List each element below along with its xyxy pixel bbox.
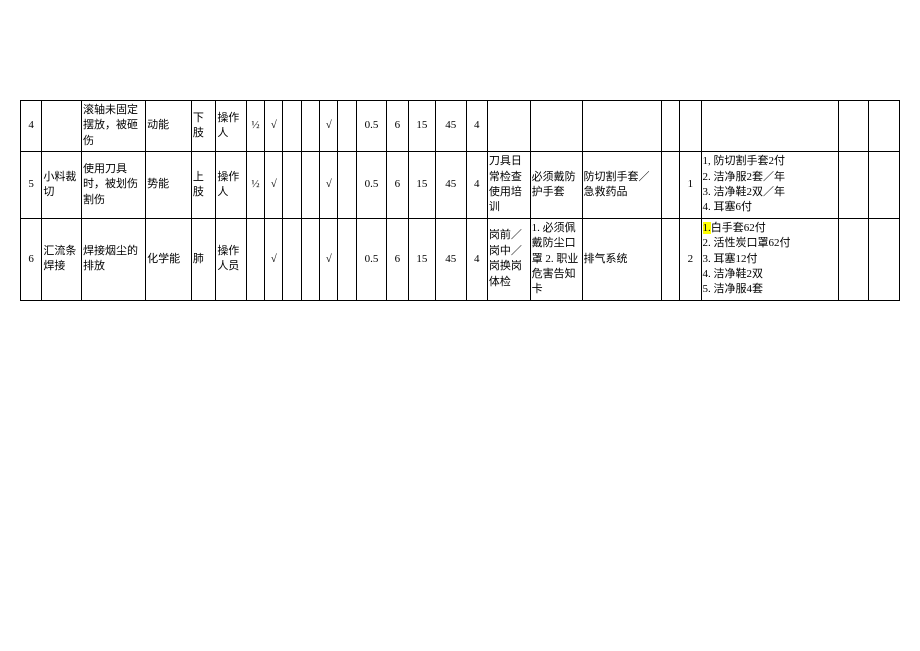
cell bbox=[582, 101, 661, 152]
cell: 6 bbox=[21, 218, 42, 300]
cell bbox=[338, 101, 356, 152]
cell: 6 bbox=[387, 101, 408, 152]
cell: 1 bbox=[680, 152, 701, 219]
cell: 1, 防切割手套2付 2. 洁净服2套／年 3. 洁净鞋2双／年 4. 耳塞6付 bbox=[701, 152, 838, 219]
cell bbox=[42, 101, 82, 152]
cell bbox=[283, 218, 301, 300]
cell: 小料裁切 bbox=[42, 152, 82, 219]
cell: 操作人 bbox=[216, 101, 247, 152]
cell-text: 白手套62付 2. 活性炭口罩62付 3. 耳塞12付 4. 洁净鞋2双 5. … bbox=[703, 222, 791, 296]
cell: √ bbox=[320, 152, 338, 219]
cell: 4 bbox=[466, 218, 487, 300]
cell bbox=[338, 152, 356, 219]
cell bbox=[301, 218, 319, 300]
cell: 4 bbox=[21, 101, 42, 152]
cell: √ bbox=[265, 152, 283, 219]
cell: 4 bbox=[466, 101, 487, 152]
cell: 化学能 bbox=[146, 218, 192, 300]
cell: 6 bbox=[387, 152, 408, 219]
cell bbox=[338, 218, 356, 300]
cell: 5 bbox=[21, 152, 42, 219]
cell bbox=[246, 218, 264, 300]
cell: 势能 bbox=[146, 152, 192, 219]
cell: √ bbox=[265, 101, 283, 152]
cell bbox=[530, 101, 582, 152]
highlight: 1. bbox=[703, 222, 711, 234]
cell bbox=[838, 152, 869, 219]
table-wrap: 4滚轴未固定摆放，被砸伤动能下肢操作人½√√0.56154545小料裁切使用刀具… bbox=[20, 100, 900, 301]
cell: 动能 bbox=[146, 101, 192, 152]
cell: 1.白手套62付 2. 活性炭口罩62付 3. 耳塞12付 4. 洁净鞋2双 5… bbox=[701, 218, 838, 300]
cell bbox=[869, 218, 900, 300]
cell: √ bbox=[265, 218, 283, 300]
cell: 滚轴未固定摆放，被砸伤 bbox=[82, 101, 146, 152]
cell: 防切割手套／急救药品 bbox=[582, 152, 661, 219]
cell: 15 bbox=[408, 218, 435, 300]
cell: 15 bbox=[408, 101, 435, 152]
cell: 45 bbox=[436, 218, 467, 300]
cell bbox=[838, 218, 869, 300]
cell bbox=[283, 101, 301, 152]
cell: 15 bbox=[408, 152, 435, 219]
cell: 2 bbox=[680, 218, 701, 300]
cell bbox=[680, 101, 701, 152]
cell: 0.5 bbox=[356, 152, 387, 219]
cell: 操作人员 bbox=[216, 218, 247, 300]
cell bbox=[701, 101, 838, 152]
cell bbox=[487, 101, 530, 152]
cell: 1. 必须佩戴防尘口罩 2. 职业危害告知卡 bbox=[530, 218, 582, 300]
cell: √ bbox=[320, 101, 338, 152]
cell: 使用刀具时，被划伤割伤 bbox=[82, 152, 146, 219]
cell bbox=[869, 101, 900, 152]
cell bbox=[869, 152, 900, 219]
cell bbox=[301, 152, 319, 219]
cell bbox=[661, 101, 679, 152]
cell: 刀具日常检查使用培训 bbox=[487, 152, 530, 219]
table-row: 5小料裁切使用刀具时，被划伤割伤势能上肢操作人½√√0.5615454刀具日常检… bbox=[21, 152, 900, 219]
cell bbox=[661, 218, 679, 300]
cell bbox=[283, 152, 301, 219]
cell: 6 bbox=[387, 218, 408, 300]
cell: 0.5 bbox=[356, 101, 387, 152]
cell: 焊接烟尘的排放 bbox=[82, 218, 146, 300]
cell: 汇流条焊接 bbox=[42, 218, 82, 300]
cell: 45 bbox=[436, 101, 467, 152]
cell: 4 bbox=[466, 152, 487, 219]
cell: 操作人 bbox=[216, 152, 247, 219]
cell bbox=[301, 101, 319, 152]
cell: √ bbox=[320, 218, 338, 300]
table-row: 4滚轴未固定摆放，被砸伤动能下肢操作人½√√0.5615454 bbox=[21, 101, 900, 152]
cell: 0.5 bbox=[356, 218, 387, 300]
cell: ½ bbox=[246, 152, 264, 219]
table-row: 6汇流条焊接焊接烟尘的排放化学能肺操作人员√√0.5615454岗前／岗中／岗换… bbox=[21, 218, 900, 300]
cell bbox=[838, 101, 869, 152]
cell: 上肢 bbox=[191, 152, 215, 219]
cell: 必须戴防护手套 bbox=[530, 152, 582, 219]
cell: 45 bbox=[436, 152, 467, 219]
cell: 肺 bbox=[191, 218, 215, 300]
cell bbox=[661, 152, 679, 219]
cell: 岗前／岗中／岗换岗体检 bbox=[487, 218, 530, 300]
cell: 排气系统 bbox=[582, 218, 661, 300]
cell: 下肢 bbox=[191, 101, 215, 152]
cell: ½ bbox=[246, 101, 264, 152]
hazard-table: 4滚轴未固定摆放，被砸伤动能下肢操作人½√√0.56154545小料裁切使用刀具… bbox=[20, 100, 900, 301]
